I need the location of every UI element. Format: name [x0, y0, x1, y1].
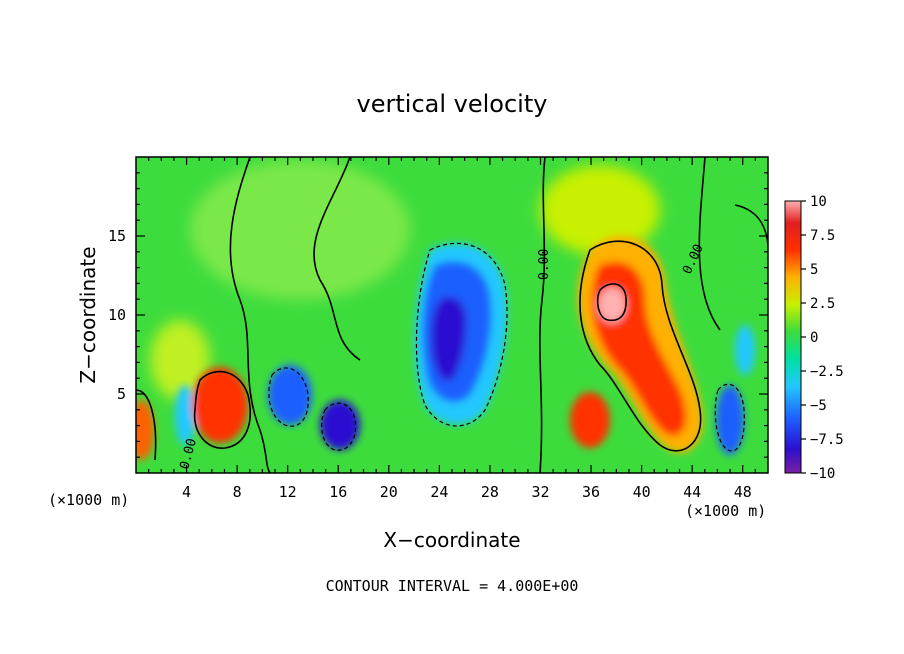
x-tick-label: 12	[279, 483, 297, 501]
x-tick-label: 16	[329, 483, 347, 501]
field-features	[136, 236, 755, 460]
x-tick-label: 32	[531, 483, 549, 501]
x-unit-left: (×1000 m)	[48, 491, 129, 509]
updraft-x36	[570, 392, 610, 448]
downdraft-x16	[320, 400, 360, 450]
contour-lines-dashed	[268, 242, 745, 452]
updraft-core	[598, 287, 626, 323]
contour-zero-x18	[313, 157, 361, 361]
downdraft-x12	[268, 365, 312, 425]
x-tick-label: 36	[582, 483, 600, 501]
field-shading	[150, 160, 660, 400]
downdraft-x4	[175, 385, 195, 445]
contour-x44-left	[698, 157, 721, 331]
contour-updraft-outer	[579, 240, 702, 452]
colorbar-label: 7.5	[810, 228, 835, 244]
contour-downdraft-x12	[268, 367, 309, 427]
x-tick-label: 20	[380, 483, 398, 501]
contour-downdraft-x46	[714, 383, 745, 452]
colorbar-label: 0	[810, 330, 818, 346]
x-unit-right: (×1000 m)	[685, 502, 766, 520]
colorbar-labels: 10 7.5 5 2.5 0 −2.5 −5 −7.5 −10	[801, 194, 844, 482]
contour-interval-note: CONTOUR INTERVAL = 4.000E+00	[326, 577, 579, 595]
contour-x6	[193, 370, 252, 449]
contour-x0-left	[136, 389, 157, 461]
y-tick-label: 10	[108, 306, 126, 324]
downdraft-x48	[735, 325, 755, 375]
contour-downdraft	[415, 242, 508, 427]
y-axis-label: Z−coordinate	[76, 246, 100, 383]
x-tick-label: 8	[233, 483, 242, 501]
colorbar-label: −5	[810, 398, 827, 414]
contour-downdraft-x16	[321, 402, 357, 451]
contour-label-x32: 0.00	[537, 249, 552, 280]
x-axis: 4 8 12 16 20 24 28 32 36 40 44 48	[148, 157, 756, 501]
y-axis: 5 10 15	[108, 172, 768, 458]
x-tick-label: 44	[683, 483, 701, 501]
x-tick-label: 4	[182, 483, 191, 501]
y-tick-label: 5	[117, 385, 126, 403]
heatmap-field: 0.00 0.00 0.00	[136, 157, 768, 473]
x-tick-label: 48	[734, 483, 752, 501]
colorbar-label: −2.5	[810, 364, 844, 380]
colorbar-label: 2.5	[810, 296, 835, 312]
contour-zero-x9	[229, 157, 271, 473]
downdraft-core-inner	[431, 296, 466, 381]
colorbar	[784, 200, 802, 474]
x-tick-label: 40	[633, 483, 651, 501]
field-yellow-left	[150, 320, 210, 400]
y-tick-label: 15	[108, 227, 126, 245]
contour-updraft-core	[596, 283, 627, 322]
contour-lines	[136, 157, 768, 473]
updraft-x0	[136, 400, 154, 460]
x-tick-label: 28	[481, 483, 499, 501]
colorbar-label: −7.5	[810, 432, 844, 448]
contour-zero-x32	[539, 157, 546, 473]
chart-title: vertical velocity	[357, 90, 548, 118]
colorbar-label: −10	[810, 466, 835, 482]
colorbar-label: 5	[810, 262, 818, 278]
field-yellow-upper	[540, 165, 660, 255]
field-light-green	[190, 160, 410, 300]
downdraft-x46	[716, 385, 744, 455]
x-tick-label: 24	[430, 483, 448, 501]
contour-x44-right	[734, 204, 768, 260]
updraft-x6	[192, 367, 248, 443]
x-axis-label: X−coordinate	[383, 528, 520, 552]
colorbar-label: 10	[810, 194, 827, 210]
